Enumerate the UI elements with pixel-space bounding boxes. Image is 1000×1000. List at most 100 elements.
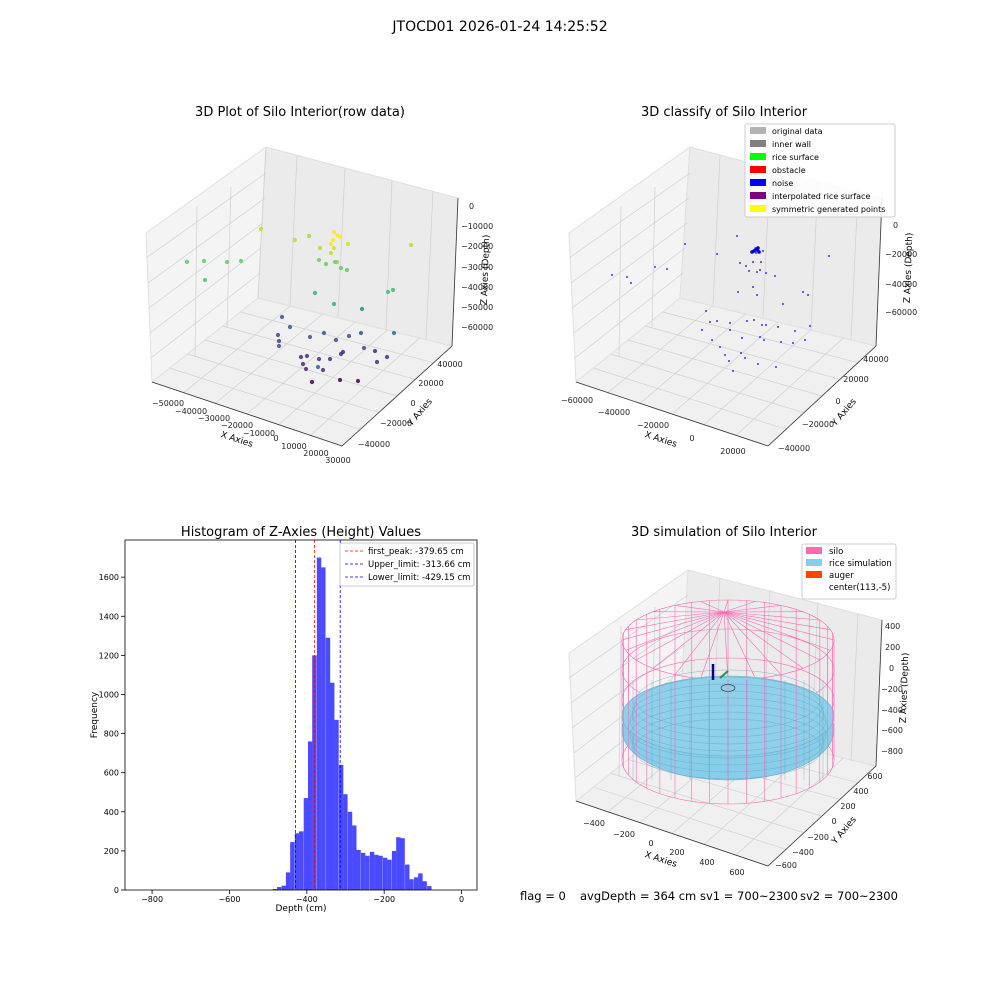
raw-z-tick: −30000 — [461, 263, 493, 272]
simulation-3d-plot: 3D simulation of Silo Interior −400 −200… — [568, 525, 911, 877]
noise-point — [745, 265, 747, 267]
silo-roof-wire — [625, 611, 725, 651]
noise-point — [804, 339, 806, 341]
raw-x-tick: −50000 — [152, 399, 184, 408]
raw-point — [374, 359, 380, 365]
raw-point — [384, 354, 390, 360]
noise-point — [765, 324, 767, 326]
histogram-bar — [321, 567, 326, 890]
noise-point — [756, 246, 760, 250]
center-marker — [719, 670, 729, 679]
raw-point — [338, 351, 344, 357]
grid-line — [257, 146, 267, 299]
raw-point — [328, 250, 334, 256]
legend-label: rice simulation — [829, 559, 892, 569]
raw-point — [202, 277, 208, 283]
histogram-bar — [285, 872, 291, 890]
noise-point — [828, 255, 830, 257]
noise-point — [752, 286, 754, 288]
histogram-bar — [290, 842, 295, 890]
legend-swatch — [750, 179, 766, 186]
raw-point — [358, 330, 364, 336]
raw-point — [300, 361, 306, 367]
raw-point — [331, 301, 337, 307]
silo-roof-wire — [723, 611, 756, 679]
legend-swatch — [750, 192, 766, 199]
noise-point — [759, 336, 761, 338]
grid-line — [568, 172, 691, 259]
raw-point — [309, 379, 315, 385]
silo-roof-wire — [723, 611, 804, 669]
grid-line — [194, 205, 198, 358]
simulation-y-tick: −200 — [807, 833, 829, 842]
noise-point — [709, 321, 711, 323]
histogram-y-tick: 1600 — [99, 573, 119, 582]
classify-plot-title: 3D classify of Silo Interior — [641, 105, 808, 120]
noise-point — [654, 266, 656, 268]
silo-roof-wire — [652, 611, 725, 669]
noise-point — [705, 310, 707, 312]
legend-label: original data — [772, 127, 823, 136]
legend-swatch — [750, 127, 766, 134]
raw-point — [258, 226, 264, 232]
noise-point — [777, 326, 779, 328]
noise-point — [684, 243, 686, 245]
raw-point — [276, 338, 282, 344]
histogram-bar — [396, 837, 401, 890]
simulation-y-tick: −600 — [775, 861, 797, 870]
histogram-bar — [299, 831, 304, 890]
raw-point — [359, 306, 365, 312]
noise-point — [774, 275, 776, 277]
classify-x-tick: −20000 — [637, 421, 669, 430]
grid-line — [571, 222, 688, 309]
simulation-y-tick: 200 — [840, 802, 855, 811]
classify-noise-points — [611, 235, 830, 372]
noise-point — [765, 272, 767, 274]
raw-point — [327, 356, 333, 362]
classify-z-tick: 0 — [893, 221, 898, 230]
histogram-y-tick: 200 — [104, 847, 119, 856]
noise-point — [750, 250, 754, 254]
histogram-frame — [124, 539, 478, 891]
raw-point — [372, 348, 378, 354]
raw-point — [315, 364, 321, 370]
histogram-bar — [277, 887, 282, 890]
grid-line — [385, 179, 393, 331]
noise-point — [755, 252, 757, 254]
simulation-x-tick: 0 — [648, 839, 653, 848]
raw-point — [316, 356, 322, 362]
raw-y-tick: −40000 — [358, 440, 390, 449]
histogram-bar — [418, 873, 423, 890]
histogram-title: Histogram of Z-Axies (Height) Values — [181, 525, 421, 540]
legend-swatch — [750, 140, 766, 147]
noise-point — [739, 262, 741, 264]
histogram-bar — [356, 849, 361, 890]
raw-x-tick: 20000 — [303, 449, 328, 458]
histogram-bar — [413, 877, 419, 890]
noise-point — [630, 282, 632, 284]
grid-line — [570, 197, 690, 284]
noise-point — [724, 354, 726, 356]
noise-point — [729, 329, 731, 331]
raw-point — [292, 237, 298, 243]
noise-point — [757, 363, 759, 365]
grid-line — [618, 625, 622, 778]
histogram-bar — [365, 855, 370, 890]
raw-point — [385, 289, 391, 295]
raw-z-tick: −50000 — [461, 303, 493, 312]
histogram-x-tick: −400 — [296, 895, 318, 904]
histogram-bar — [374, 854, 379, 890]
simulation-x-tick: 600 — [729, 868, 744, 877]
classify-y-tick: 0 — [835, 397, 840, 406]
raw-point — [316, 257, 322, 263]
raw-point — [276, 343, 282, 349]
raw-point — [321, 330, 327, 336]
histogram-x-tick: −800 — [141, 895, 163, 904]
grid-line — [850, 612, 859, 762]
noise-point — [763, 339, 765, 341]
raw-z-tick: −20000 — [461, 242, 493, 251]
simulation-z-tick: −600 — [881, 726, 903, 735]
histogram-bar — [338, 764, 344, 890]
raw-point — [390, 287, 396, 293]
